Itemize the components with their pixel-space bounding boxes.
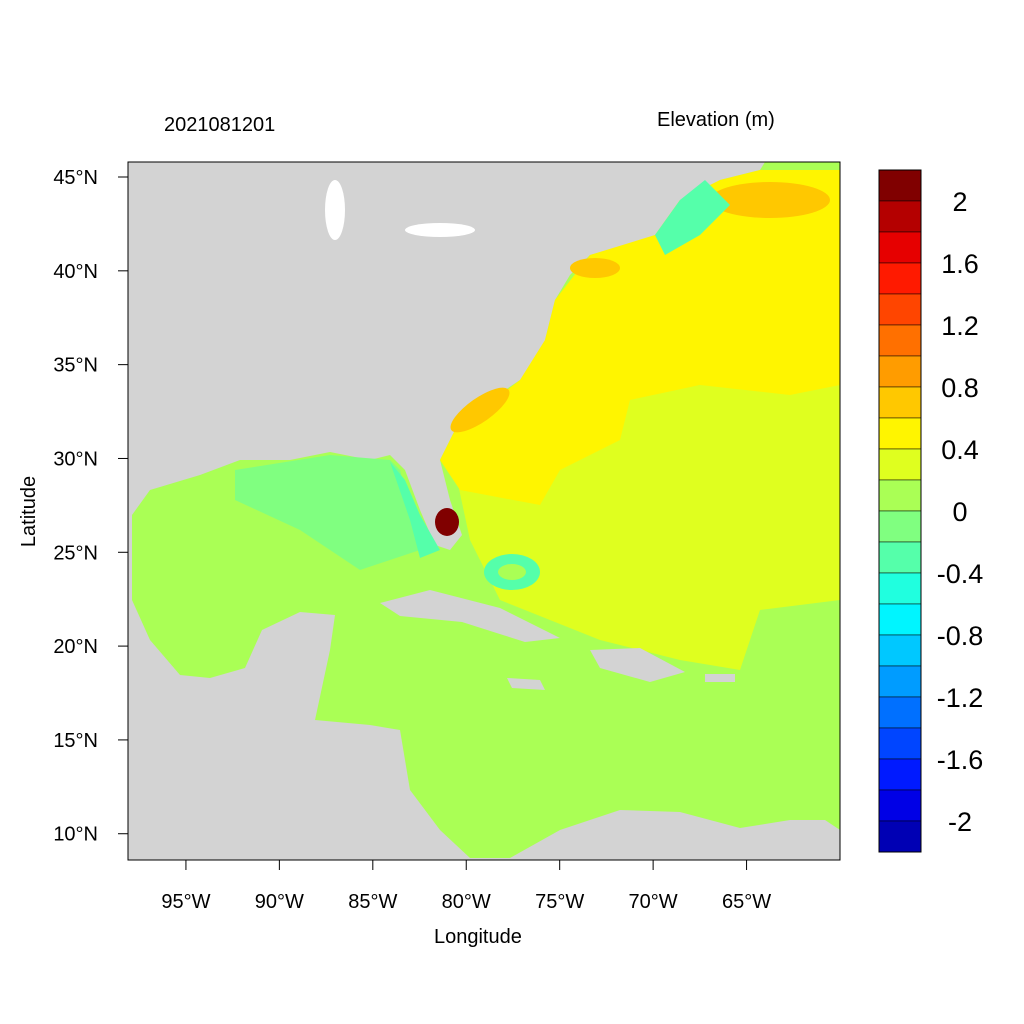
colorbar-label: -0.4 xyxy=(937,559,984,589)
plot-date: 2021081201 xyxy=(164,114,276,136)
y-tick-label: 35°N xyxy=(53,355,98,377)
y-tick-label: 40°N xyxy=(53,261,98,283)
plot-variable-title: Elevation (m) xyxy=(657,109,775,131)
y-tick-label: 10°N xyxy=(53,824,98,846)
lake-erie xyxy=(405,223,475,237)
gulf-0-0.2 xyxy=(235,455,420,570)
colorbar-label: -1.2 xyxy=(937,683,984,713)
x-tick-label: 75°W xyxy=(535,891,584,913)
x-tick-label: 85°W xyxy=(348,891,397,913)
colorbar-label: -0.8 xyxy=(937,621,984,651)
atlantic-0.4-0.6 xyxy=(440,170,840,505)
jamaica xyxy=(507,678,545,690)
south-florida-high xyxy=(435,508,459,536)
y-tick-label: 25°N xyxy=(53,542,98,564)
colorbar-label: -1.6 xyxy=(937,745,984,775)
coastal-surge-nj xyxy=(570,258,620,278)
colorbar-label: 1.2 xyxy=(941,311,979,341)
bahamas-bank xyxy=(498,564,526,580)
x-tick-label: 90°W xyxy=(255,891,304,913)
colorbar-swatch xyxy=(878,603,922,636)
x-axis: 95°W 90°W 85°W 80°W 75°W 70°W 65°W xyxy=(161,860,771,913)
map-field xyxy=(128,162,840,860)
colorbar-label: 1.6 xyxy=(941,249,979,279)
x-tick-label: 95°W xyxy=(161,891,210,913)
colorbar-swatch xyxy=(878,758,922,791)
colorbar-label: 2 xyxy=(952,187,967,217)
colorbar-swatch xyxy=(878,510,922,543)
cuba xyxy=(380,590,560,642)
x-tick-label: 80°W xyxy=(442,891,491,913)
x-tick-label: 70°W xyxy=(629,891,678,913)
lake-michigan xyxy=(325,180,345,240)
x-tick-label: 65°W xyxy=(722,891,771,913)
x-axis-label: Longitude xyxy=(434,926,522,948)
y-tick-label: 15°N xyxy=(53,730,98,752)
colorbar-swatch xyxy=(878,696,922,729)
colorbar-swatch xyxy=(878,448,922,481)
map-frame xyxy=(127,161,841,861)
colorbar-label: 0 xyxy=(952,497,967,527)
colorbar-swatch xyxy=(878,293,922,326)
colorbar-swatch xyxy=(878,386,922,419)
y-tick-label: 20°N xyxy=(53,636,98,658)
colorbar-swatch xyxy=(878,324,922,357)
colorbar-label: -2 xyxy=(948,807,972,837)
colorbar-swatch xyxy=(878,231,922,264)
colorbar-label: 0.4 xyxy=(941,435,979,465)
colorbar-swatch xyxy=(878,355,922,388)
colorbar-swatch xyxy=(878,200,922,233)
gulf-of-maine-low xyxy=(655,180,730,255)
colorbar-swatch xyxy=(878,634,922,667)
florida-west-low xyxy=(390,462,440,558)
colorbar-swatch xyxy=(878,169,922,202)
colorbar-swatch xyxy=(878,789,922,822)
colorbar-label: 0.8 xyxy=(941,373,979,403)
colorbar-swatch xyxy=(878,262,922,295)
colorbar-swatch xyxy=(878,417,922,450)
colorbar-swatch xyxy=(878,665,922,698)
colorbar-swatch xyxy=(878,727,922,760)
y-tick-label: 45°N xyxy=(53,167,98,189)
coastal-surge-ne xyxy=(710,182,830,218)
colorbar-swatch xyxy=(878,479,922,512)
colorbar: 2 1.6 1.2 0.8 0.4 0 -0.4 -0.8 -1.2 -1.6 -2 xyxy=(878,169,984,853)
y-axis: 10°N 15°N 20°N 25°N 30°N 35°N 40°N 45°N xyxy=(53,167,128,846)
y-tick-label: 30°N xyxy=(53,448,98,470)
colorbar-swatch xyxy=(878,820,922,853)
hispaniola xyxy=(590,648,685,682)
colorbar-frame xyxy=(878,169,922,853)
colorbar-swatch xyxy=(878,572,922,605)
puerto-rico xyxy=(705,674,735,682)
colorbar-swatch xyxy=(878,541,922,574)
coastal-surge-sc xyxy=(450,387,510,433)
